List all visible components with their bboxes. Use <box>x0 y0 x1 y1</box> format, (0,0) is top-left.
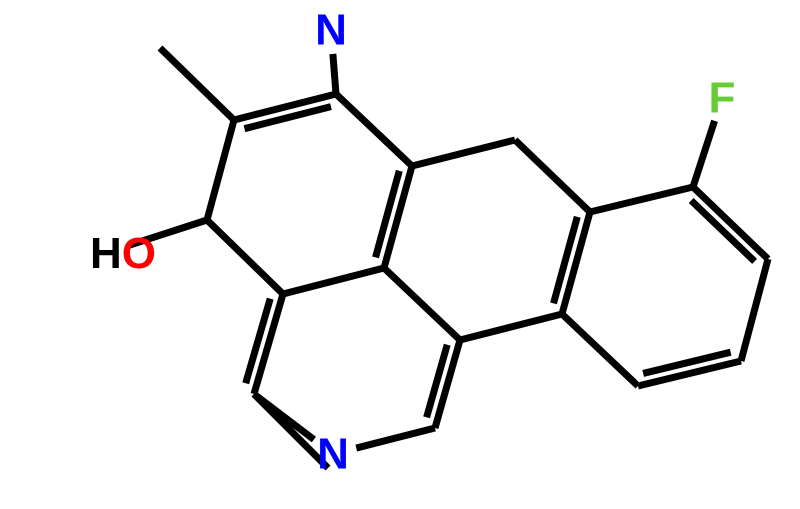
bond <box>244 107 330 129</box>
bond <box>356 428 435 448</box>
bond <box>562 314 638 386</box>
bond <box>515 140 590 212</box>
bond <box>207 120 234 220</box>
atom-label-n: N <box>315 6 347 55</box>
bond <box>333 54 336 94</box>
bond <box>207 220 283 294</box>
atom-label-f: F <box>709 74 736 123</box>
bond <box>160 48 234 120</box>
bond <box>336 94 412 166</box>
molecule-diagram: HO N N F <box>0 0 800 509</box>
bond <box>741 259 768 361</box>
bond <box>412 140 515 166</box>
bond <box>254 394 314 439</box>
bond <box>384 268 460 340</box>
bond <box>590 187 693 212</box>
bond <box>460 314 562 340</box>
atom-label-n: N <box>317 430 349 479</box>
bond <box>693 187 768 259</box>
bond <box>283 268 384 294</box>
bond <box>693 121 715 187</box>
atom-label-ho: HO <box>90 229 156 278</box>
bond <box>691 200 754 261</box>
